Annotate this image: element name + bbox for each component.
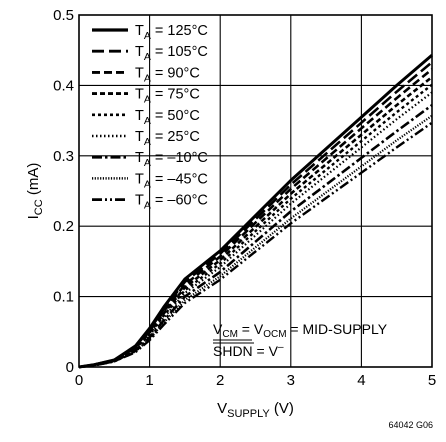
anno-v: V <box>213 321 223 337</box>
legend-label-6: TA = –10°C <box>135 150 208 169</box>
condition-annotation-line1: VCM = VOCM = MID-SUPPLY <box>213 321 388 340</box>
legend-label-rest-8: = –60°C <box>151 193 208 209</box>
legend-label-main-7: T <box>135 171 144 187</box>
legend-label-main-4: T <box>135 108 144 124</box>
x-axis-label-suffix: (V) <box>270 400 294 417</box>
anno-mid-supply: = MID-SUPPLY <box>287 321 388 337</box>
y-tick-label-0: 0 <box>66 359 74 376</box>
y-tick-label-2: 0.2 <box>53 218 74 235</box>
figure-id: 64042 G06 <box>388 420 433 430</box>
legend-label-sub-1: A <box>144 51 151 63</box>
x-tick-label-3: 3 <box>287 372 295 389</box>
x-tick-label-2: 2 <box>216 372 224 389</box>
legend-label-rest-6: = –10°C <box>151 150 208 166</box>
y-axis-label-sub: CC <box>33 199 45 215</box>
legend-label-sub-2: A <box>144 72 151 84</box>
series-line-3 <box>78 75 433 369</box>
legend-label-sub-0: A <box>144 30 151 42</box>
anno-eq-vminus: = V <box>253 343 279 359</box>
series-line-8 <box>78 121 433 369</box>
legend-label-main-1: T <box>135 44 144 60</box>
legend-label-sub-7: A <box>144 178 151 190</box>
legend-label-1: TA = 105°C <box>135 44 208 63</box>
anno-ocm-sub: OCM <box>263 329 286 340</box>
legend-label-main-0: T <box>135 23 144 39</box>
y-axis-label-suffix: (mA) <box>25 163 42 200</box>
legend-label-rest-7: = –45°C <box>151 171 208 187</box>
legend-label-0: TA = 125°C <box>135 23 208 42</box>
legend-label-main-3: T <box>135 87 144 103</box>
plot-frame <box>78 14 433 368</box>
series-line-7 <box>78 114 433 369</box>
series-lines <box>78 53 433 369</box>
legend-label-rest-2: = 90°C <box>151 65 200 81</box>
series-line-5 <box>78 91 433 369</box>
x-axis-label: VSUPPLY (V) <box>217 400 294 420</box>
legend-label-main-2: T <box>135 65 144 81</box>
x-axis-label-main: V <box>217 400 227 417</box>
legend-label-sub-4: A <box>144 115 151 127</box>
legend-label-3: TA = 75°C <box>135 87 200 106</box>
x-tick-label-5: 5 <box>428 372 436 389</box>
y-tick-label-3: 0.3 <box>53 148 74 165</box>
legend: TA = 125°CTA = 105°CTA = 90°CTA = 75°CTA… <box>92 23 208 212</box>
anno-shdn: SHDN <box>213 343 253 359</box>
legend-label-main-6: T <box>135 150 144 166</box>
legend-label-rest-4: = 50°C <box>151 108 200 124</box>
condition-annotation-line2: SHDN = V– <box>213 342 284 359</box>
legend-label-main-8: T <box>135 193 144 209</box>
legend-label-sub-3: A <box>144 94 151 106</box>
legend-label-5: TA = 25°C <box>135 129 200 148</box>
legend-label-8: TA = –60°C <box>135 193 208 212</box>
legend-label-rest-3: = 75°C <box>151 87 200 103</box>
y-tick-label-4: 0.4 <box>53 77 74 94</box>
anno-cm-sub: CM <box>222 329 238 340</box>
y-tick-labels: 0 0.1 0.2 0.3 0.4 0.5 <box>53 7 74 376</box>
anno-eq-v: = V <box>238 321 264 337</box>
legend-label-sub-6: A <box>144 157 151 169</box>
series-line-4 <box>78 83 433 369</box>
anno-minus-sup: – <box>278 342 284 353</box>
series-line-6 <box>78 104 433 369</box>
legend-label-2: TA = 90°C <box>135 65 200 84</box>
y-tick-label-5: 0.5 <box>53 7 74 24</box>
y-axis-label-main: I <box>25 215 42 219</box>
legend-label-rest-0: = 125°C <box>151 23 208 39</box>
x-tick-label-0: 0 <box>75 372 83 389</box>
legend-label-sub-5: A <box>144 136 151 148</box>
legend-label-rest-1: = 105°C <box>151 44 208 60</box>
x-tick-label-4: 4 <box>357 372 365 389</box>
grid <box>79 15 432 367</box>
y-axis-label: ICC (mA) <box>25 163 45 220</box>
legend-label-sub-8: A <box>144 200 151 212</box>
legend-label-rest-5: = 25°C <box>151 129 200 145</box>
x-axis-label-sub: SUPPLY <box>227 408 270 420</box>
y-tick-label-1: 0.1 <box>53 289 74 306</box>
x-tick-labels: 0 1 2 3 4 5 <box>75 372 436 389</box>
legend-label-main-5: T <box>135 129 144 145</box>
legend-label-7: TA = –45°C <box>135 171 208 190</box>
x-tick-label-1: 1 <box>145 372 153 389</box>
legend-label-4: TA = 50°C <box>135 108 200 127</box>
